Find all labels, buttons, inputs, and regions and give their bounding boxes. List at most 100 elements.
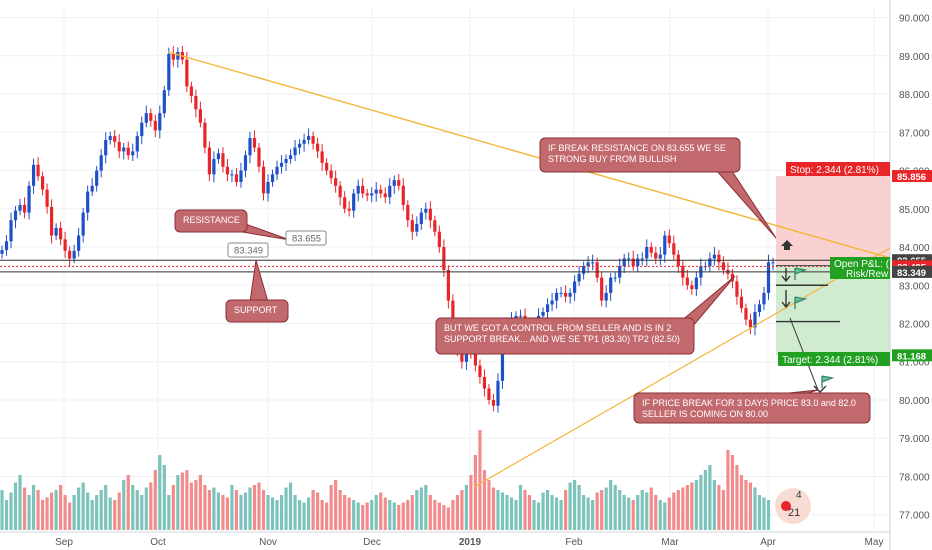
candle-body	[419, 212, 423, 225]
callout-text: IF BREAK RESISTANCE ON 83.655 WE SE	[548, 143, 726, 153]
target-label-box	[778, 352, 890, 366]
volume-bar	[72, 495, 76, 530]
volume-bar	[338, 490, 342, 530]
volume-bar	[586, 497, 590, 530]
volume-bar	[532, 500, 536, 530]
volume-bar	[473, 455, 478, 530]
candle-body	[748, 319, 753, 328]
callout-box	[633, 392, 871, 424]
candle-body	[117, 141, 121, 152]
watermark-logo: 4 21	[775, 488, 811, 524]
candle-body	[325, 162, 329, 171]
candle-body	[108, 136, 112, 140]
volume-bar	[216, 492, 221, 530]
candle-body	[176, 51, 180, 60]
candle-body	[739, 296, 744, 309]
arrow-down-icon	[813, 385, 827, 393]
candle-body	[559, 292, 563, 294]
candle-body	[329, 170, 333, 179]
volume-bar	[469, 475, 473, 530]
volume-bar	[31, 485, 36, 530]
volume-bar	[90, 500, 94, 530]
candle-body	[40, 176, 45, 190]
volume-bar	[311, 490, 315, 530]
volume-bar	[126, 475, 130, 530]
candle-body	[460, 350, 464, 362]
volume-bar	[397, 505, 401, 530]
time-tick-label: Sep	[55, 537, 73, 548]
volume-bar	[645, 492, 649, 530]
volume-bar	[573, 480, 577, 530]
price-tick-label: 82.000	[899, 319, 930, 330]
volume-bar	[424, 485, 428, 530]
candle-body	[234, 174, 239, 182]
callout-text: SUPPORT BREAK... AND WE SE TP1 (83.30) T…	[444, 334, 680, 344]
candle-body	[27, 185, 31, 213]
candle-body	[22, 204, 27, 213]
volume-bar	[388, 500, 392, 530]
volume-bar	[523, 490, 527, 530]
price-tick-label: 89.000	[899, 52, 930, 63]
price-tick-label: 90.000	[899, 14, 930, 25]
volume-bar	[293, 495, 297, 530]
volume-bar	[663, 502, 667, 530]
volume-bar	[536, 502, 541, 530]
control-callout: BUT WE GOT A CONTROL FROM SELLER AND IS …	[435, 275, 736, 355]
candle-body	[194, 95, 198, 110]
candle-body	[320, 151, 324, 163]
candle-body	[712, 254, 716, 259]
volume-bar	[379, 492, 383, 530]
candle-body	[595, 262, 599, 278]
candle-body	[77, 235, 81, 251]
volume-bar	[505, 495, 509, 530]
arrow-up-icon	[781, 240, 793, 250]
candle-body	[198, 109, 202, 123]
volume-bar	[591, 500, 595, 530]
candle-body	[135, 136, 139, 152]
price-tag	[892, 349, 932, 362]
volume-bar	[153, 470, 157, 530]
volume-bar	[739, 475, 744, 530]
candle-body	[392, 180, 396, 186]
candle-body	[63, 239, 67, 251]
candle-body	[568, 292, 572, 297]
level-tag	[285, 230, 327, 246]
price-tick-label: 81.000	[899, 358, 930, 369]
volume-bar	[370, 500, 374, 530]
volume-bar	[392, 502, 396, 530]
candle-body	[667, 235, 671, 244]
volume-bar	[275, 500, 279, 530]
callout-text: RESISTANCE	[183, 215, 240, 225]
candle-body	[442, 247, 446, 270]
volume-bar	[374, 495, 378, 530]
downtrend-line	[167, 51, 891, 259]
volume-bar	[149, 482, 153, 530]
candle-body	[203, 122, 207, 148]
candle-body	[428, 208, 432, 221]
volume-bar	[316, 492, 320, 530]
candle-body	[352, 193, 356, 211]
volume-bar	[712, 480, 716, 530]
volume-bar	[365, 502, 369, 530]
volume-bar	[225, 497, 230, 530]
volume-bar	[288, 482, 293, 530]
volume-bar	[500, 492, 505, 530]
volume-bar	[699, 475, 703, 530]
candle-body	[9, 220, 13, 242]
candle-body	[573, 281, 577, 293]
volume-bar	[261, 490, 266, 530]
candle-body	[261, 166, 266, 194]
candle-body	[104, 139, 108, 156]
candle-body	[591, 262, 595, 264]
candle-body	[95, 170, 99, 186]
resistance-callout: RESISTANCE	[174, 209, 291, 241]
candle-body	[613, 277, 617, 279]
time-tick-label: Apr	[760, 537, 776, 548]
candle-body	[397, 180, 401, 186]
callout-box	[174, 209, 248, 233]
candle-body	[54, 227, 58, 236]
callout-text: BUT WE GOT A CONTROL FROM SELLER AND IS …	[444, 323, 671, 333]
candle-body	[275, 166, 279, 175]
volume-bar	[568, 482, 572, 530]
price-tick-label: 77.000	[899, 511, 930, 522]
